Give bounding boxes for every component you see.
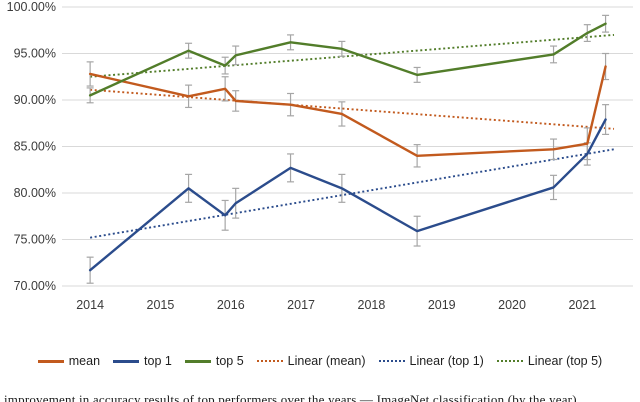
x-axis-tick-label: 2017: [287, 298, 315, 312]
trendline-linear-top-1-: [89, 148, 615, 239]
legend-item-top1: top 1: [113, 351, 172, 371]
trendline-linear-top-5-: [90, 33, 615, 78]
legend-label-mean: mean: [68, 354, 101, 368]
legend-item-top5: top 5: [184, 351, 244, 371]
y-axis-tick-label: 95.00%: [14, 47, 56, 61]
x-axis-tick-label: 2020: [498, 298, 526, 312]
x-axis-tick-label: 2018: [358, 298, 386, 312]
y-axis-tick-label: 70.00%: [14, 279, 56, 293]
legend-item-linear-mean: Linear (mean): [256, 351, 366, 371]
legend-label-top1: top 1: [144, 354, 172, 368]
line-chart-plot-area: 100.00% 95.00% 90.00% 85.00% 80.00% 75.00% 70.…: [7, 0, 633, 312]
y-axis-tick-label: 75.00%: [14, 233, 56, 247]
legend-swatch-top5-line: [184, 359, 211, 363]
legend-label-linear-top5: Linear (top 5): [527, 354, 603, 368]
legend-label-top5: top 5: [215, 354, 244, 368]
legend-item-linear-top5: Linear (top 5): [496, 351, 603, 371]
x-axis-tick-label: 2015: [147, 298, 175, 312]
trendline-linear-mean-: [90, 88, 615, 130]
y-axis-tick-label: 85.00%: [14, 140, 56, 154]
legend-swatch-linear-top1-dotted-line: [378, 360, 405, 362]
legend-label-linear-mean: Linear (mean): [287, 354, 366, 368]
x-axis-tick-label: 2016: [217, 298, 245, 312]
chart-legend: mean top 1 top 5 Linear (mean) Linear (t…: [0, 351, 640, 371]
legend-item-mean: mean: [37, 351, 101, 371]
x-axis-tick-label: 2014: [76, 298, 104, 312]
x-axis-tick-label: 2019: [428, 298, 456, 312]
legend-item-linear-top1: Linear (top 1): [378, 351, 484, 371]
x-axis-tick-label: 2021: [568, 298, 596, 312]
y-axis-tick-label: 90.00%: [14, 93, 56, 107]
series-line-top-1: [88, 118, 607, 272]
figure-caption-clipped: improvement in accuracy results of top p…: [0, 392, 640, 402]
legend-swatch-linear-top5-dotted-line: [496, 360, 523, 362]
legend-swatch-linear-mean-dotted-line: [256, 360, 283, 362]
y-axis-tick-label: 80.00%: [14, 186, 56, 200]
legend-swatch-mean-line: [37, 359, 64, 363]
legend-swatch-top1-line: [113, 359, 140, 363]
series-line-top-5: [88, 22, 607, 97]
y-axis-tick-label: 100.00%: [7, 0, 56, 14]
legend-label-linear-top1: Linear (top 1): [409, 354, 484, 368]
series-line-mean: [88, 65, 607, 158]
figure-caption-text: improvement in accuracy results of top p…: [4, 392, 577, 402]
